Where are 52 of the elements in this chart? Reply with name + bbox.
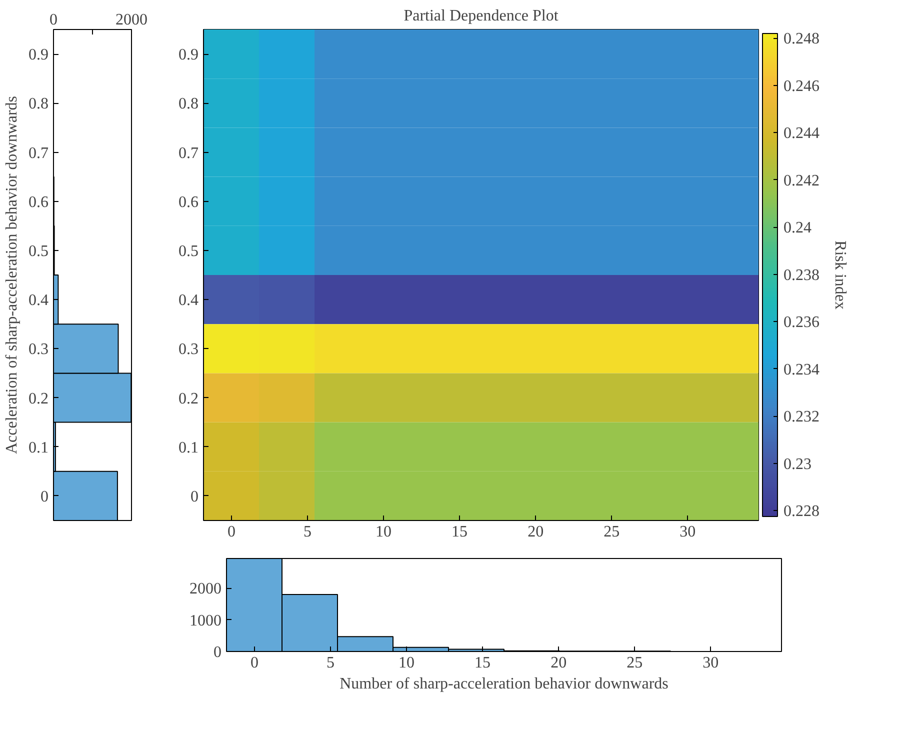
x-tick-label: 30 xyxy=(702,654,719,672)
y-tick-label: 0.3 xyxy=(28,341,48,358)
y-tick-label: 1000 xyxy=(190,612,222,630)
y-tick-label: 0.7 xyxy=(178,144,198,162)
color-bar-label: 0.228 xyxy=(784,503,820,520)
x-tick-label: 5 xyxy=(326,654,335,672)
x-tick-label: 30 xyxy=(680,524,696,540)
y-tick-label: 0.3 xyxy=(178,341,198,358)
y-tick-label: 0.8 xyxy=(28,96,48,113)
x-tick-label: 20 xyxy=(528,524,544,540)
y-tick-label: 0.8 xyxy=(178,96,198,113)
color-bar-label: 0.24 xyxy=(784,220,812,237)
x-tick-label: 15 xyxy=(474,654,491,672)
x-tick-label: 15 xyxy=(452,524,468,540)
y-tick-label: 0.7 xyxy=(28,144,48,162)
y-tick-label: 0.1 xyxy=(178,439,198,456)
color-bar-label: 0.23 xyxy=(784,456,812,473)
x-tick-label: 25 xyxy=(604,524,620,540)
color-bar-label: 0.244 xyxy=(784,125,820,142)
color-bar-label: 0.246 xyxy=(784,78,820,95)
y-tick-label: 0 xyxy=(40,488,48,506)
y-tick-label: 0.9 xyxy=(28,46,48,64)
y-tick-label: 0 xyxy=(190,488,198,506)
y-tick-label: 0.2 xyxy=(28,390,48,408)
x-tick-label: 0 xyxy=(250,654,258,672)
y-tick-label: 0.4 xyxy=(28,292,48,310)
x-tick-label: 25 xyxy=(626,654,643,672)
y-tick-label: 0.5 xyxy=(28,242,48,260)
y-tick-label: 0.2 xyxy=(178,390,198,408)
color-bar-label: 0.242 xyxy=(784,172,820,190)
y-tick-label: 0.5 xyxy=(178,242,198,260)
color-bar-label: 0.234 xyxy=(784,361,820,378)
y-tick-label: 2000 xyxy=(190,580,222,598)
x-tick-label: 10 xyxy=(376,524,392,540)
color-bar-label: 0.232 xyxy=(784,408,820,426)
y-tick-label: 0.6 xyxy=(28,194,48,211)
color-bar-title: Risk index xyxy=(832,240,848,310)
y-axis-title: Acceleration of sharp-acceleration behavior downwards xyxy=(4,96,20,454)
color-bar-label: 0.248 xyxy=(784,30,820,48)
x-tick-label: 5 xyxy=(304,524,312,540)
y-tick-label: 0.4 xyxy=(178,292,198,310)
x-tick-label: 20 xyxy=(550,654,567,672)
y-tick-label: 0.9 xyxy=(178,46,198,64)
color-bar-label: 0.238 xyxy=(784,266,820,284)
y-tick-label: 0.1 xyxy=(28,439,48,456)
y-tick-label: 0.6 xyxy=(178,194,198,211)
x-axis-title: Number of sharp-acceleration behavior downwards xyxy=(340,676,668,692)
x-tick-label: 10 xyxy=(398,654,415,672)
color-bar-label: 0.236 xyxy=(784,314,820,332)
x-tick-label: 0 xyxy=(227,524,236,540)
y-tick-label: 0 xyxy=(214,644,222,661)
chart-title: Partial Dependence Plot xyxy=(404,8,559,24)
